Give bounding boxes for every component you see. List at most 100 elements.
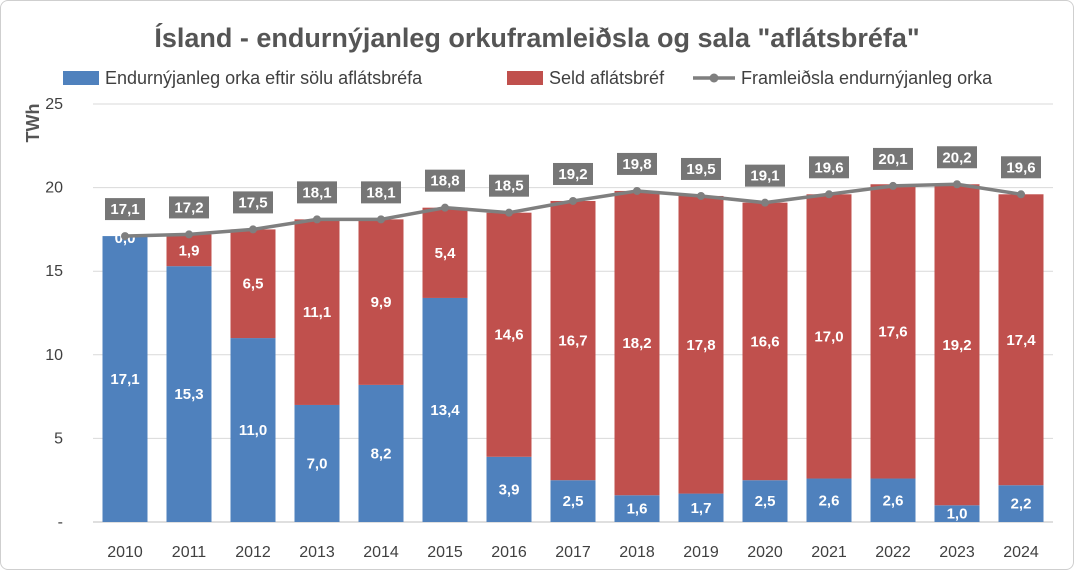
total-label-box bbox=[105, 198, 145, 221]
legend-marker-total bbox=[709, 73, 719, 83]
total-point bbox=[505, 208, 513, 217]
total-point bbox=[761, 198, 769, 207]
data-label-sold: 9,9 bbox=[371, 294, 392, 311]
bar-segment-stacked-bar-renewable bbox=[486, 456, 532, 522]
total-label-box bbox=[873, 147, 913, 170]
bar-segment-sold bbox=[678, 195, 724, 494]
data-label-renewable: 17,1 bbox=[110, 371, 139, 388]
x-axis-ticks: 2010 2011 2012 2013 2014 2015 2016 2017 2018 2019… bbox=[107, 544, 1039, 561]
data-label-sold: 1,9 bbox=[179, 242, 200, 259]
legend-label-sold: Seld aflátsbréf bbox=[549, 68, 665, 88]
y-tick-label: 20 bbox=[45, 180, 63, 197]
bar-segment-stacked-bar-renewable bbox=[294, 404, 340, 522]
legend: Endurnýjanleg orka eftir sölu aflátsbréf… bbox=[63, 68, 993, 88]
x-tick-label: 2022 bbox=[875, 544, 911, 561]
total-point bbox=[633, 186, 641, 195]
chart-title: Ísland - endurnýjanleg orkuframleiðsla o… bbox=[154, 22, 919, 53]
total-point bbox=[185, 230, 193, 239]
total-data-label: 17,2 bbox=[174, 199, 203, 216]
legend-swatch-sold bbox=[507, 71, 543, 85]
bar-segment-stacked-bar-renewable bbox=[998, 485, 1044, 522]
bar-segment-sold bbox=[998, 194, 1044, 486]
x-tick-label: 2013 bbox=[299, 544, 335, 561]
bar-segment-sold bbox=[294, 219, 340, 405]
y-tick-label: 10 bbox=[45, 347, 63, 364]
data-label-renewable: 2,5 bbox=[755, 493, 776, 510]
total-label-box bbox=[361, 181, 401, 204]
total-data-label: 18,1 bbox=[302, 184, 331, 201]
x-tick-label: 2015 bbox=[427, 544, 463, 561]
y-tick-label: 25 bbox=[45, 96, 63, 113]
total-label-box bbox=[809, 156, 849, 179]
data-label-renewable: 1,7 bbox=[691, 500, 712, 517]
data-label-renewable: 7,0 bbox=[307, 455, 328, 472]
segment-labels: 17,10,015,31,911,06,57,011,18,29,913,45,… bbox=[110, 230, 1036, 523]
y-axis-label: TWh bbox=[23, 104, 43, 143]
data-label-sold: 16,6 bbox=[750, 333, 779, 350]
bar-segment-stacked-bar-renewable bbox=[806, 478, 852, 522]
x-tick-label: 2024 bbox=[1003, 544, 1039, 561]
total-data-label: 19,8 bbox=[622, 156, 651, 173]
legend-label-renewable: Endurnýjanleg orka eftir sölu aflátsbréf… bbox=[105, 68, 423, 88]
total-point bbox=[441, 203, 449, 212]
x-tick-label: 2020 bbox=[747, 544, 783, 561]
total-point bbox=[825, 190, 833, 199]
total-label-box bbox=[745, 164, 785, 187]
bars bbox=[102, 184, 1044, 522]
total-point bbox=[121, 232, 129, 241]
data-label-sold: 17,4 bbox=[1006, 332, 1036, 349]
total-data-label: 18,5 bbox=[494, 178, 523, 195]
total-label-box bbox=[233, 191, 273, 214]
data-label-renewable: 2,2 bbox=[1011, 496, 1032, 513]
bar-segment-sold bbox=[550, 200, 596, 481]
bar-segment-sold bbox=[166, 234, 212, 267]
total-data-label: 17,5 bbox=[238, 194, 267, 211]
bar-segment-stacked-bar-renewable bbox=[230, 338, 276, 522]
x-tick-label: 2018 bbox=[619, 544, 655, 561]
y-tick-label: 15 bbox=[45, 263, 63, 280]
total-data-label: 20,1 bbox=[878, 151, 907, 168]
total-label-box bbox=[681, 157, 721, 180]
data-label-renewable: 13,4 bbox=[430, 402, 460, 419]
total-data-label: 19,6 bbox=[814, 159, 843, 176]
total-point bbox=[1017, 190, 1025, 199]
bar-segment-sold bbox=[870, 184, 916, 479]
data-label-renewable: 15,3 bbox=[174, 386, 203, 403]
x-tick-label: 2016 bbox=[491, 544, 527, 561]
total-point bbox=[569, 196, 577, 205]
bar-segment-sold bbox=[230, 229, 276, 339]
bar-segment-sold bbox=[806, 194, 852, 479]
x-tick-label: 2010 bbox=[107, 544, 143, 561]
x-tick-label: 2019 bbox=[683, 544, 719, 561]
total-point bbox=[953, 180, 961, 189]
data-label-sold: 5,4 bbox=[435, 245, 457, 262]
total-data-label: 19,5 bbox=[686, 161, 715, 178]
data-label-renewable: 2,6 bbox=[819, 492, 840, 509]
data-label-sold: 6,5 bbox=[243, 276, 264, 293]
total-data-label: 19,2 bbox=[558, 166, 587, 183]
bar-segment-sold bbox=[422, 207, 468, 298]
data-label-renewable: 11,0 bbox=[239, 422, 267, 439]
y-tick-label: - bbox=[58, 514, 63, 531]
total-point bbox=[697, 191, 705, 200]
bar-segment-sold bbox=[614, 190, 660, 496]
bar-segment-stacked-bar-renewable bbox=[102, 236, 148, 522]
data-label-sold: 17,8 bbox=[686, 337, 715, 354]
data-label-renewable: 1,0 bbox=[947, 506, 968, 523]
legend-label-total: Framleiðsla endurnýjanleg orka bbox=[741, 68, 993, 88]
total-point bbox=[377, 215, 385, 224]
x-tick-label: 2012 bbox=[235, 544, 271, 561]
bar-segment-sold bbox=[742, 202, 788, 481]
total-label-box bbox=[297, 181, 337, 204]
total-label-box bbox=[617, 152, 657, 175]
y-axis-ticks: - 5 10 15 20 25 bbox=[45, 96, 63, 531]
bar-segment-sold bbox=[358, 219, 404, 385]
bar-segment-stacked-bar-renewable bbox=[614, 495, 660, 522]
bar-segment-stacked-bar-renewable bbox=[870, 478, 916, 522]
total-label-box bbox=[425, 169, 465, 192]
data-label-renewable: 8,2 bbox=[371, 445, 392, 462]
x-tick-label: 2017 bbox=[555, 544, 591, 561]
data-label-sold: 11,1 bbox=[303, 304, 331, 321]
total-data-label: 20,2 bbox=[942, 149, 971, 166]
